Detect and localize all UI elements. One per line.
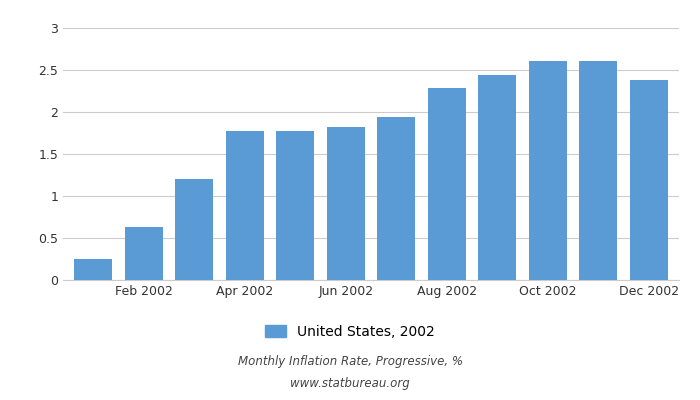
Bar [74, 259, 112, 280]
Bar [528, 61, 567, 280]
Bar [377, 117, 415, 280]
Bar [276, 131, 314, 280]
Legend: United States, 2002: United States, 2002 [260, 319, 440, 344]
Bar [630, 80, 668, 280]
Bar [580, 61, 617, 280]
Bar [226, 131, 264, 280]
Bar [175, 179, 214, 280]
Text: Monthly Inflation Rate, Progressive, %: Monthly Inflation Rate, Progressive, % [237, 356, 463, 368]
Text: www.statbureau.org: www.statbureau.org [290, 378, 410, 390]
Bar [428, 88, 466, 280]
Bar [327, 127, 365, 280]
Bar [125, 227, 162, 280]
Bar [478, 75, 516, 280]
